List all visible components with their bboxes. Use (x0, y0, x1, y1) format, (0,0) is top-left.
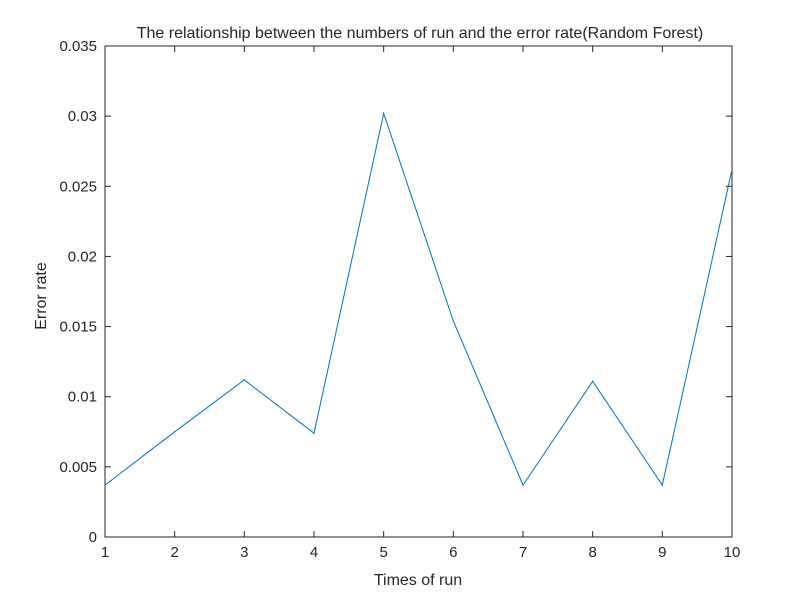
x-tick-label: 6 (449, 544, 457, 561)
data-point (383, 112, 385, 114)
data-point (174, 431, 176, 433)
x-tick-label: 8 (588, 544, 596, 561)
y-tick-label: 0.03 (68, 108, 97, 125)
y-tick-label: 0.01 (68, 389, 97, 406)
x-tick-label: 4 (310, 544, 318, 561)
data-point (313, 432, 315, 434)
x-tick-label: 5 (379, 544, 387, 561)
plot-area-border (104, 45, 733, 538)
y-axis-label: Error rate (33, 262, 50, 330)
data-point (522, 484, 524, 486)
data-point (731, 168, 733, 171)
y-tick-label: 0.025 (59, 178, 97, 195)
series-line (104, 111, 733, 487)
y-tick-label: 0 (89, 529, 97, 546)
x-tick-label: 1 (101, 544, 109, 561)
y-axis-ticks: 0 0.005 0.01 0.015 0.02 0.025 0.03 0.035 (59, 38, 732, 546)
data-point (661, 484, 663, 486)
y-tick-label: 0.02 (68, 248, 97, 265)
data-point (452, 320, 454, 322)
x-tick-label: 2 (170, 544, 178, 561)
x-tick-label: 7 (519, 544, 527, 561)
x-tick-label: 10 (724, 544, 741, 561)
x-axis-label: Times of run (374, 572, 462, 589)
y-tick-label: 0.005 (59, 459, 97, 476)
data-point (592, 380, 594, 382)
y-tick-label: 0.035 (59, 38, 97, 55)
x-tick-label: 3 (240, 544, 248, 561)
x-tick-label: 9 (658, 544, 666, 561)
chart-title: The relationship between the numbers of … (137, 25, 704, 42)
x-axis-ticks: 1 2 3 4 5 6 7 8 9 10 (101, 46, 741, 561)
series-layer (104, 111, 733, 487)
data-point (243, 379, 245, 381)
y-tick-label: 0.015 (59, 319, 97, 336)
data-point (104, 484, 106, 486)
